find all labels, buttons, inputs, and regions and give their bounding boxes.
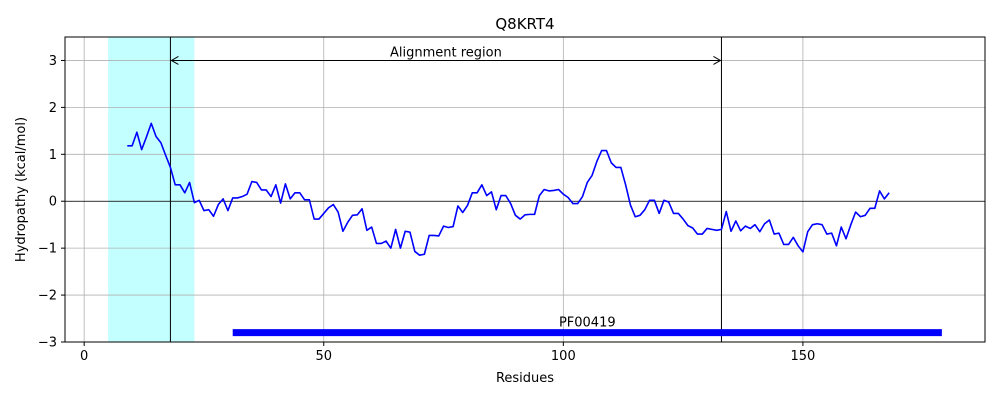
alignment-arrow-head-right	[713, 56, 722, 65]
plot-frame	[64, 36, 986, 343]
y-tick-label-3: 0	[49, 195, 57, 210]
y-tick-label-4: 1	[49, 148, 57, 163]
y-tick-label-0: −3	[38, 336, 57, 351]
alignment-arrow-head-left	[170, 56, 179, 65]
y-tick-label-1: −2	[38, 289, 57, 304]
chart-title: Q8KRT4	[495, 15, 554, 33]
hydropathy-series-line-0	[127, 122, 890, 256]
x-axis-title: Residues	[496, 371, 554, 386]
alignment-region-label: Alignment region	[390, 45, 502, 60]
x-tick-label-0: 0	[80, 349, 88, 364]
x-tick-label-2: 100	[551, 349, 576, 364]
y-tick-label-5: 2	[49, 101, 57, 116]
x-tick-label-3: 150	[791, 349, 816, 364]
domain-bar-label: PF00419	[559, 316, 616, 331]
y-tick-label-2: −1	[38, 242, 57, 257]
y-axis-title: Hydropathy (kcal/mol)	[14, 117, 29, 262]
x-tick-label-1: 50	[315, 349, 332, 364]
highlight-region	[108, 37, 195, 342]
y-tick-label-6: 3	[49, 54, 57, 69]
